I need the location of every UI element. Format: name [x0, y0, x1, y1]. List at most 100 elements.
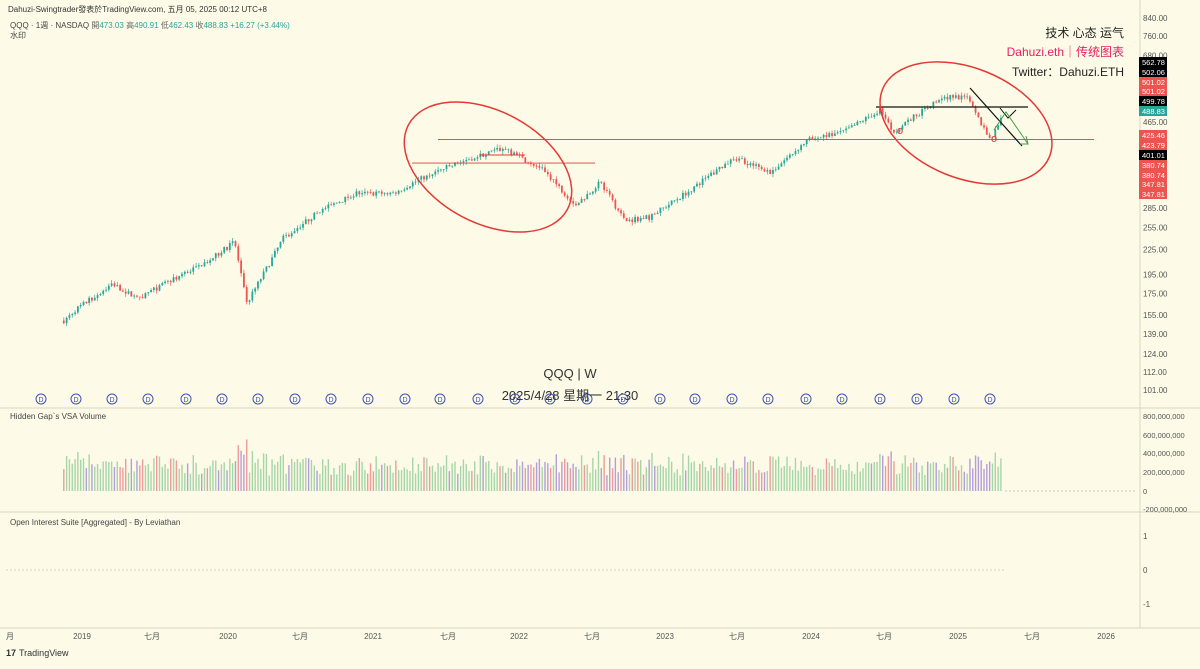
volume-bar — [195, 462, 197, 491]
dividend-marker-icon — [654, 393, 666, 405]
candle-body — [169, 280, 172, 283]
volume-bar — [859, 471, 861, 491]
candle-body — [304, 219, 307, 224]
candle-body — [65, 317, 68, 324]
candle-body — [555, 179, 558, 185]
volume-bar — [85, 468, 88, 491]
candle-body — [448, 165, 451, 167]
volume-bar — [307, 458, 310, 491]
candle-body — [788, 154, 791, 158]
volume-bar — [631, 458, 633, 491]
volume-bar — [262, 453, 265, 491]
candle-body — [254, 288, 257, 292]
volume-bar — [670, 461, 673, 491]
candle-body — [288, 234, 290, 237]
volume-bar — [946, 467, 949, 491]
low-value: 462.43 — [168, 21, 194, 30]
candle-body — [403, 189, 406, 191]
candle-body — [245, 287, 248, 302]
candle-body — [476, 157, 479, 159]
volume-bar — [99, 469, 102, 491]
low-label: 低 — [160, 21, 169, 30]
volume-bar — [136, 460, 138, 491]
candle-body — [470, 159, 473, 161]
volume-bar — [451, 463, 453, 491]
tradingview-logo[interactable]: 17 TradingView — [6, 648, 69, 658]
volume-bar — [744, 456, 746, 491]
dividend-marker-icon — [617, 393, 629, 405]
volume-bar — [127, 472, 130, 491]
candle-body — [735, 159, 738, 161]
volume-bar — [471, 470, 473, 491]
volume-bar — [600, 467, 602, 491]
volume-bar — [870, 463, 873, 491]
tradingview-logo-icon: 17 — [6, 648, 17, 658]
volume-bar — [575, 466, 577, 491]
volume-bar — [713, 467, 715, 491]
candle-body — [952, 95, 954, 98]
candle-body — [150, 289, 152, 293]
volume-tick-label: 600,000,000 — [1143, 431, 1185, 440]
candle-body — [524, 157, 527, 163]
price-badge — [1139, 189, 1167, 199]
watermark-symbol: QQQ | W — [543, 366, 597, 381]
price-tick-label: 465.00 — [1143, 118, 1168, 127]
candle-body — [161, 283, 164, 286]
dividend-marker-icon — [911, 393, 923, 405]
volume-bar — [651, 452, 653, 491]
x-tick-label: 七月 — [292, 632, 308, 641]
candle-body — [727, 163, 729, 165]
volume-bar — [755, 472, 757, 491]
candle-body — [954, 95, 957, 98]
volume-bar — [814, 474, 816, 491]
volume-bar — [606, 475, 608, 491]
volume-bar — [949, 456, 951, 491]
volume-bar — [288, 465, 290, 491]
watermark-toggle-label[interactable]: 水印 — [10, 31, 26, 40]
volume-bar — [113, 466, 116, 491]
volume-panel-title[interactable]: Hidden Gap`s VSA Volume — [10, 412, 107, 421]
volume-bar — [443, 465, 445, 491]
price-tick-label: 285.00 — [1143, 204, 1168, 213]
candle-body — [389, 192, 392, 195]
candle-body — [223, 246, 226, 253]
oi-tick-label: 1 — [1143, 532, 1148, 541]
price-badge — [1139, 67, 1167, 77]
candle-body — [988, 134, 991, 138]
candle-body — [299, 227, 302, 229]
volume-bar — [400, 470, 403, 491]
volume-bar — [254, 462, 256, 491]
oi-panel-title[interactable]: Open Interest Suite [Aggregated] - By Le… — [10, 518, 181, 527]
candle-body — [175, 277, 178, 280]
candle-body — [85, 301, 88, 303]
volume-bar — [583, 465, 586, 491]
candle-body — [364, 191, 366, 194]
volume-bar — [434, 471, 436, 491]
x-tick-label: 2024 — [802, 632, 820, 641]
volume-tick-label: -200,000,000 — [1143, 505, 1187, 514]
volume-bar — [490, 469, 493, 491]
candle-body — [549, 174, 552, 180]
volume-bar — [122, 467, 124, 491]
volume-bar — [454, 461, 456, 491]
volume-bar — [206, 468, 209, 491]
dividend-marker-icon — [762, 393, 774, 405]
candle-body — [904, 122, 907, 126]
candle-body — [501, 148, 504, 152]
candle-body — [431, 174, 434, 177]
candle-body — [704, 177, 707, 179]
volume-bar — [766, 470, 769, 491]
candle-body — [586, 193, 589, 200]
volume-bar — [82, 458, 85, 491]
candle-body — [831, 133, 833, 136]
candle-body — [915, 114, 918, 116]
volume-bar — [836, 468, 839, 491]
candle-body — [848, 127, 850, 129]
volume-bar — [786, 456, 788, 491]
candle-body — [791, 153, 794, 155]
x-tick-label: 2023 — [656, 632, 674, 641]
volume-bar — [352, 470, 355, 491]
volume-bar — [932, 462, 935, 491]
